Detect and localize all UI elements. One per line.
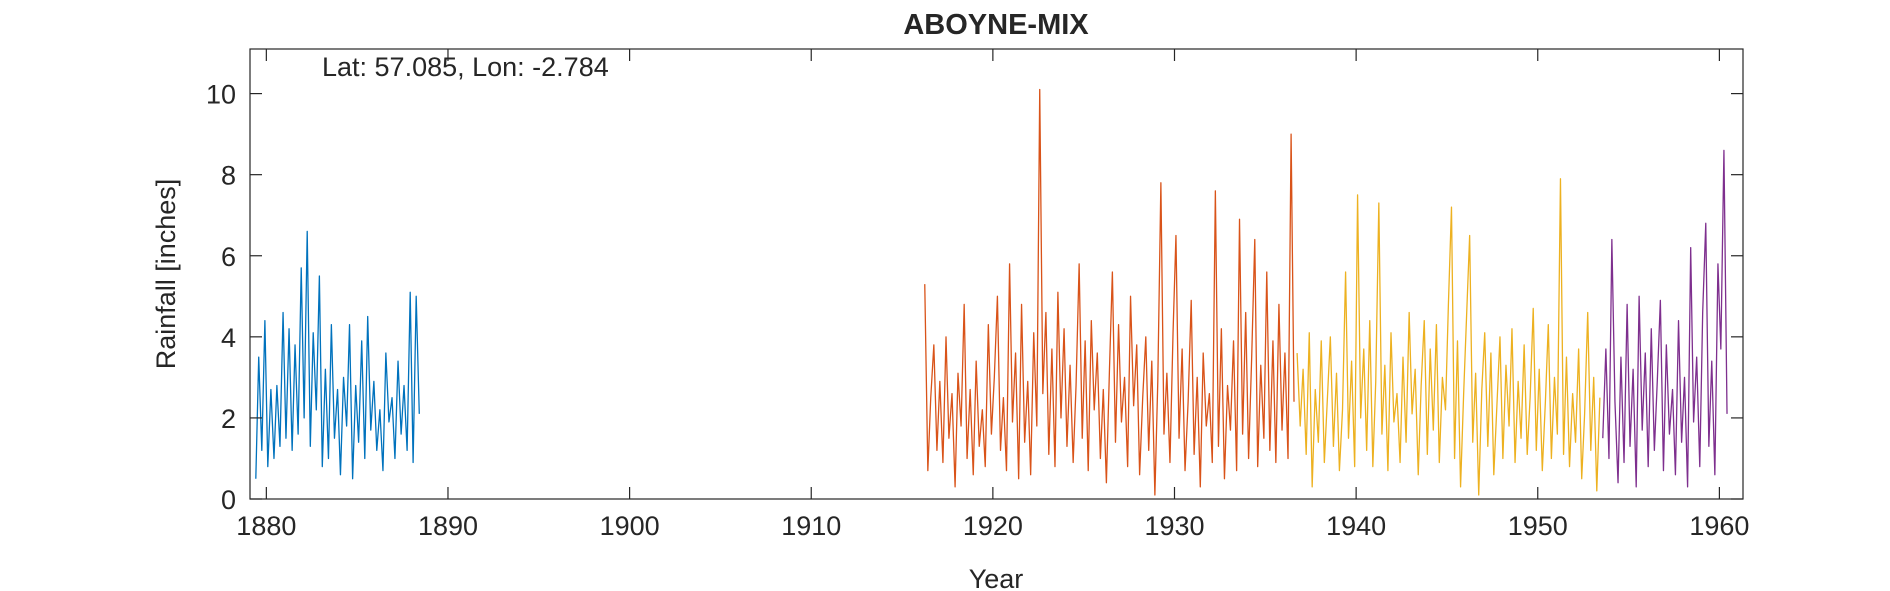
y-tick-label: 2 (221, 404, 236, 434)
x-tick-label: 1880 (236, 511, 296, 541)
data-line (1296, 178, 1601, 496)
axes-box (249, 48, 1744, 500)
y-tick-label: 8 (221, 161, 236, 191)
y-tick-label: 4 (221, 323, 236, 353)
x-tick-label: 1950 (1508, 511, 1568, 541)
chart-title: ABOYNE-MIX (903, 9, 1089, 41)
x-tick-label: 1900 (600, 511, 660, 541)
y-tick-label: 6 (221, 242, 236, 272)
x-tick-label: 1930 (1144, 511, 1204, 541)
data-line (924, 88, 1295, 496)
y-axis-label: Rainfall [inches] (151, 179, 181, 370)
x-tick-label: 1910 (781, 511, 841, 541)
annotation: Lat: 57.085, Lon: -2.784 (322, 52, 609, 82)
data-line (1602, 149, 1728, 488)
x-tick-label: 1960 (1689, 511, 1749, 541)
x-tick-label: 1920 (963, 511, 1023, 541)
data-line (255, 230, 420, 480)
x-tick-label: 1890 (418, 511, 478, 541)
y-tick-label: 10 (206, 80, 236, 110)
y-tick-label: 0 (221, 485, 236, 515)
x-tick-label: 1940 (1326, 511, 1386, 541)
x-axis-label: Year (969, 564, 1024, 591)
